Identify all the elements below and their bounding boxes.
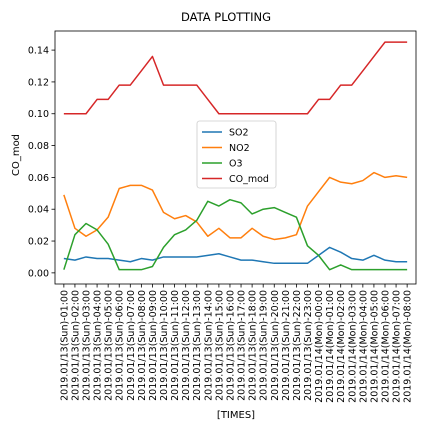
y-tick-label: 0.08	[28, 141, 49, 152]
axes-layer: 0.00 0.02 0.04 0.06 0.08 0.10 0.12 0.14 2019.01/…	[28, 30, 417, 403]
y-tick-label: 0.06	[28, 173, 49, 184]
plot-frame	[54, 30, 417, 285]
x-tick-label: 2019.01/13(Sun)-01:00	[59, 290, 70, 401]
legend-label: O3	[229, 159, 243, 170]
x-tick-label: 2019.01/14(Mon)-00:00	[314, 290, 325, 403]
x-tick-label: 2019.01/14(Mon)-04:00	[358, 290, 369, 403]
y-axis-label: CO_mod	[11, 134, 22, 176]
x-tick-label: 2019.01/14(Mon)-06:00	[380, 290, 391, 403]
y-tick-label: 0.12	[28, 77, 49, 88]
legend-label: NO2	[229, 143, 250, 154]
x-tick-label: 2019.01/13(Sun)-07:00	[126, 290, 137, 401]
x-tick-label: 2019.01/14(Mon)-02:00	[336, 290, 347, 403]
x-tick-label: 2019.01/13(Sun)-22:00	[292, 290, 303, 401]
series-line-co-mod	[63, 41, 408, 115]
legend: SO2 NO2 O3 CO_mod	[196, 120, 277, 189]
x-tick-label: 2019.01/13(Sun)-19:00	[259, 290, 270, 401]
series-line-so2	[63, 246, 408, 265]
x-tick-label: 2019.01/13(Sun)-08:00	[137, 290, 148, 401]
x-tick-label: 2019.01/14(Mon)-03:00	[347, 290, 358, 403]
x-tick-label: 2019.01/13(Sun)-14:00	[203, 290, 214, 401]
series-line-no2	[63, 171, 408, 241]
legend-label: CO_mod	[229, 174, 269, 185]
x-tick-label: 2019.01/13(Sun)-05:00	[104, 290, 115, 401]
x-tick-label: 2019.01/13(Sun)-03:00	[82, 290, 93, 401]
x-tick-label: 2019.01/14(Mon)-01:00	[325, 290, 336, 403]
y-tick-label: 0.14	[28, 46, 49, 57]
x-tick-label: 2019.01/13(Sun)-06:00	[115, 290, 126, 401]
x-tick-label: 2019.01/13(Sun)-23:00	[303, 290, 314, 401]
y-tick-label: 0.04	[28, 205, 49, 216]
y-tick-label: 0.00	[28, 268, 49, 279]
x-tick-label: 2019.01/13(Sun)-10:00	[159, 290, 170, 401]
y-tick-label: 0.02	[28, 237, 49, 248]
x-tick-label: 2019.01/13(Sun)-17:00	[237, 290, 248, 401]
x-tick-label: 2019.01/13(Sun)-16:00	[225, 290, 236, 401]
x-tick-label: 2019.01/13(Sun)-11:00	[170, 290, 181, 401]
legend-box	[196, 120, 277, 189]
x-tick-label: 2019.01/13(Sun)-02:00	[70, 290, 81, 401]
x-tick-label: 2019.01/13(Sun)-04:00	[93, 290, 104, 401]
y-tick-label: 0.10	[28, 109, 49, 120]
x-tick-label: 2019.01/13(Sun)-21:00	[281, 290, 292, 401]
x-tick-label: 2019.01/14(Mon)-07:00	[392, 290, 403, 403]
x-tick-label: 2019.01/14(Mon)-08:00	[403, 290, 414, 403]
x-tick-label: 2019.01/13(Sun)-13:00	[192, 290, 203, 401]
x-tick-label: 2019.01/13(Sun)-15:00	[214, 290, 225, 401]
series-line-o3	[63, 198, 408, 271]
x-tick-label: 2019.01/13(Sun)-12:00	[181, 290, 192, 401]
x-tick-label: 2019.01/13(Sun)-18:00	[248, 290, 259, 401]
x-tick-label: 2019.01/13(Sun)-09:00	[148, 290, 159, 401]
series-layer	[63, 41, 408, 271]
legend-label: SO2	[229, 128, 249, 139]
x-tick-label: 2019.01/13(Sun)-20:00	[270, 290, 281, 401]
chart-title: DATA PLOTTING	[181, 10, 271, 24]
x-axis-label: [TIMES]	[217, 410, 255, 421]
x-tick-label: 2019.01/14(Mon)-05:00	[369, 290, 380, 403]
